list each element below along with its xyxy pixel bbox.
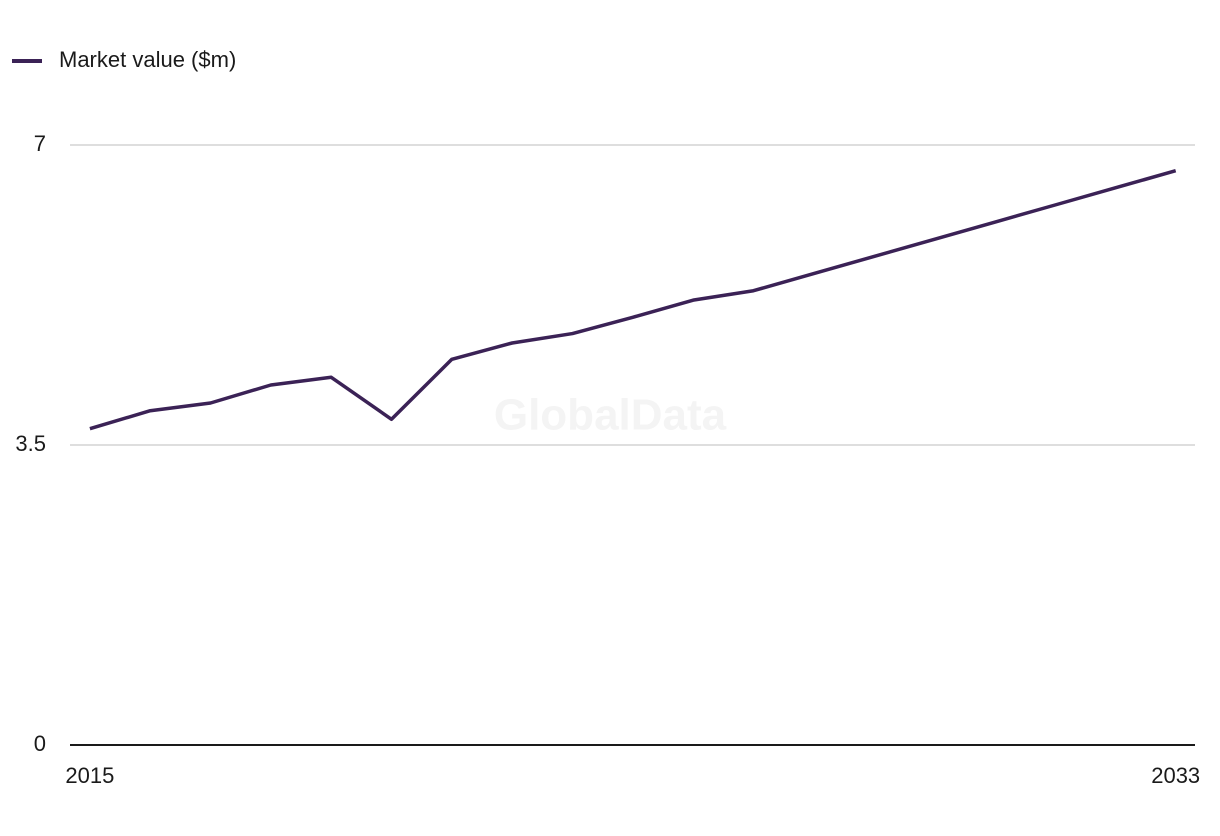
x-tick-label: 2033 — [1151, 763, 1200, 788]
x-tick-label: 2015 — [65, 763, 114, 788]
y-tick-label: 7 — [34, 131, 46, 156]
line-series — [89, 169, 1177, 431]
watermark: GlobalData — [494, 391, 727, 440]
y-tick-label: 3.5 — [15, 431, 46, 456]
y-tick-label: 0 — [34, 731, 46, 756]
legend-label: Market value ($m) — [59, 47, 236, 72]
